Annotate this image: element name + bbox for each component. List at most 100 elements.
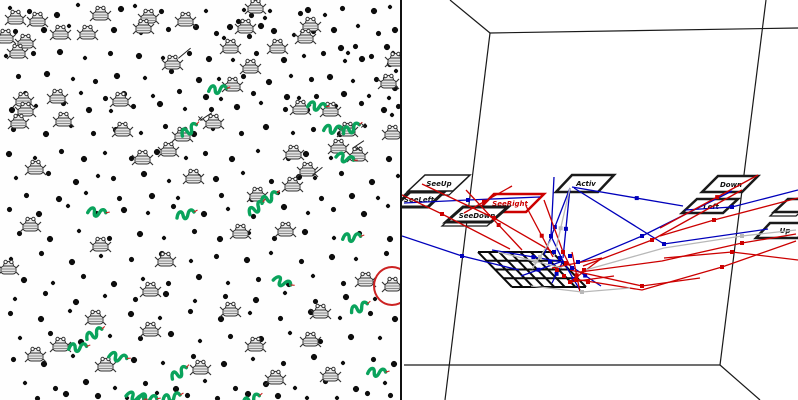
- frog-agent[interactable]: [319, 366, 342, 388]
- fly-agent[interactable]: [325, 72, 335, 82]
- fly-agent[interactable]: [182, 106, 188, 112]
- fly-agent[interactable]: [76, 228, 82, 234]
- fly-agent[interactable]: [91, 77, 100, 86]
- fly-agent[interactable]: [13, 175, 19, 181]
- fly-agent[interactable]: [166, 178, 172, 184]
- fly-agent[interactable]: [258, 100, 264, 106]
- fly-agent[interactable]: [379, 105, 389, 115]
- snake-agent[interactable]: [176, 117, 205, 145]
- fly-agent[interactable]: [334, 395, 340, 400]
- fly-agent[interactable]: [369, 6, 379, 16]
- frog-agent[interactable]: [84, 309, 107, 331]
- fly-agent[interactable]: [213, 394, 222, 400]
- snake-agent[interactable]: [82, 321, 110, 347]
- fly-agent[interactable]: [337, 315, 343, 321]
- fly-agent[interactable]: [219, 359, 229, 369]
- frog-agent[interactable]: [131, 149, 154, 171]
- fly-agent[interactable]: [161, 122, 170, 131]
- fly-agent[interactable]: [194, 75, 204, 85]
- frog-agent[interactable]: [219, 38, 242, 60]
- fly-agent[interactable]: [374, 29, 383, 38]
- snake-agent[interactable]: [339, 226, 365, 251]
- frog-agent[interactable]: [0, 28, 17, 50]
- frog-agent[interactable]: [239, 58, 262, 80]
- fly-agent[interactable]: [161, 235, 167, 241]
- frog-agent[interactable]: [289, 99, 312, 121]
- fly-agent[interactable]: [41, 129, 51, 139]
- fly-agent[interactable]: [157, 315, 163, 321]
- fly-agent[interactable]: [390, 314, 400, 324]
- fly-agent[interactable]: [346, 332, 356, 342]
- fly-agent[interactable]: [240, 170, 246, 176]
- snake-agent[interactable]: [257, 185, 285, 211]
- frog-agent[interactable]: [327, 138, 350, 160]
- fly-agent[interactable]: [225, 22, 235, 32]
- fly-agent[interactable]: [386, 95, 392, 101]
- fly-agent[interactable]: [310, 273, 316, 279]
- fly-agent[interactable]: [367, 177, 377, 187]
- fly-agent[interactable]: [292, 385, 298, 391]
- fly-agent[interactable]: [131, 295, 140, 304]
- fly-agent[interactable]: [359, 209, 369, 219]
- frog-agent[interactable]: [384, 51, 400, 73]
- fly-agent[interactable]: [95, 173, 101, 179]
- fly-agent[interactable]: [385, 234, 395, 244]
- fly-agent[interactable]: [268, 250, 274, 256]
- snake-agent[interactable]: [65, 336, 91, 361]
- snake-agent[interactable]: [161, 388, 184, 400]
- fly-agent[interactable]: [185, 49, 194, 58]
- fly-agent[interactable]: [329, 25, 339, 35]
- fly-agent[interactable]: [67, 257, 77, 267]
- fly-agent[interactable]: [119, 205, 129, 215]
- frog-agent[interactable]: [219, 301, 242, 323]
- fly-agent[interactable]: [242, 255, 252, 265]
- fly-agent[interactable]: [389, 112, 395, 118]
- fly-agent[interactable]: [17, 335, 23, 341]
- fly-agent[interactable]: [387, 4, 393, 10]
- fly-agent[interactable]: [71, 297, 81, 307]
- fly-agent[interactable]: [382, 42, 392, 52]
- frog-agent[interactable]: [0, 259, 20, 281]
- frog-agent[interactable]: [377, 73, 400, 95]
- fly-agent[interactable]: [317, 194, 326, 203]
- fly-agent[interactable]: [192, 298, 198, 304]
- fly-agent[interactable]: [155, 99, 165, 109]
- snake-agent[interactable]: [175, 205, 198, 226]
- fly-agent[interactable]: [33, 394, 42, 400]
- fly-agent[interactable]: [231, 384, 240, 393]
- fly-agent[interactable]: [139, 169, 149, 179]
- fly-agent[interactable]: [267, 177, 276, 186]
- fly-agent[interactable]: [261, 122, 271, 132]
- snake-agent[interactable]: [104, 344, 134, 373]
- fly-agent[interactable]: [237, 129, 246, 138]
- fly-agent[interactable]: [89, 129, 98, 138]
- fly-agent[interactable]: [256, 21, 266, 31]
- frog-agent[interactable]: [132, 18, 155, 40]
- frog-agent[interactable]: [26, 11, 49, 33]
- fly-agent[interactable]: [109, 279, 119, 289]
- fly-agent[interactable]: [351, 42, 360, 51]
- frog-agent[interactable]: [161, 54, 184, 76]
- fly-agent[interactable]: [227, 154, 237, 164]
- frog-agent[interactable]: [7, 113, 30, 135]
- fly-agent[interactable]: [6, 309, 15, 318]
- frog-agent[interactable]: [89, 5, 112, 27]
- fly-agent[interactable]: [175, 87, 184, 96]
- fly-agent[interactable]: [304, 395, 310, 400]
- fly-agent[interactable]: [303, 5, 313, 15]
- fly-agent[interactable]: [264, 77, 274, 87]
- fly-agent[interactable]: [350, 78, 356, 84]
- frog-agent[interactable]: [182, 168, 205, 190]
- fly-agent[interactable]: [109, 174, 118, 183]
- frog-agent[interactable]: [264, 369, 287, 391]
- fly-agent[interactable]: [109, 25, 119, 35]
- fly-agent[interactable]: [390, 25, 400, 35]
- fly-agent[interactable]: [147, 191, 157, 201]
- frog-agent[interactable]: [94, 356, 117, 378]
- fly-agent[interactable]: [319, 49, 328, 58]
- fly-agent[interactable]: [331, 235, 337, 241]
- fly-agent[interactable]: [71, 177, 81, 187]
- fly-agent[interactable]: [9, 355, 18, 364]
- fly-agent[interactable]: [84, 105, 94, 115]
- frog-agent[interactable]: [296, 161, 319, 183]
